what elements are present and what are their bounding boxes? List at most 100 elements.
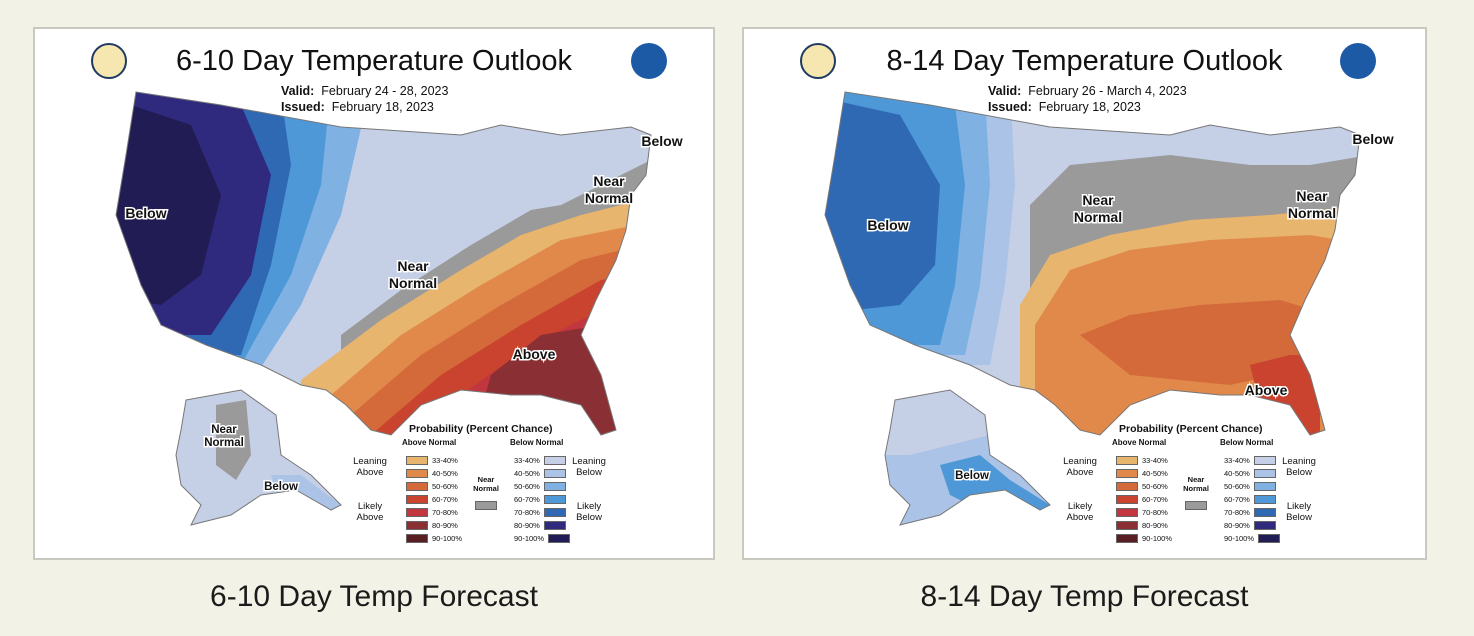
- legend-above-row: 80-90%: [406, 519, 462, 531]
- label-below-ne: Below: [1352, 131, 1393, 147]
- legend-above-range: 33-40%: [432, 455, 458, 465]
- legend-below-swatch: [543, 494, 566, 504]
- noaa-logo-icon: [1340, 43, 1376, 79]
- legend-below-swatch: [1253, 468, 1276, 478]
- label-ak-below: Below: [955, 470, 989, 482]
- alaska-outline: [884, 389, 1051, 526]
- legend-likely-above: Likely Above: [1066, 501, 1094, 523]
- alaska-shading: [885, 390, 1050, 525]
- legend-below-range: 33-40%: [514, 455, 540, 465]
- legend-leaning-above: Leaning Above: [1063, 456, 1097, 478]
- caption-6-10: 6-10 Day Temp Forecast: [210, 580, 538, 613]
- issued-label: Issued:: [988, 100, 1032, 114]
- legend-above-range: 50-60%: [1142, 481, 1168, 491]
- legend-below-swatch: [543, 507, 566, 517]
- legend-above-swatch: [406, 520, 428, 530]
- legend-below-range: 90-100%: [514, 533, 545, 543]
- legend-leaning-below: Leaning Below: [572, 456, 606, 478]
- outlook-panel-6-10: 6-10 Day Temperature Outlook Valid: Febr…: [33, 27, 715, 560]
- probability-legend: Probability (Percent Chance) Above Norma…: [350, 423, 610, 553]
- valid-issued-block: Valid: February 26 - March 4, 2023 Issue…: [988, 83, 1187, 115]
- legend-above-range: 40-50%: [1142, 468, 1168, 478]
- conus-shading: [825, 92, 1360, 435]
- legend-above-range: 40-50%: [432, 468, 458, 478]
- legend-below-row: 70-80%: [1220, 506, 1276, 518]
- probability-legend: Probability (Percent Chance) Above Norma…: [1060, 423, 1320, 553]
- legend-below-row: 90-100%: [510, 532, 571, 544]
- legend-below-row: 60-70%: [1220, 493, 1276, 505]
- legend-below-range: 90-100%: [1224, 533, 1255, 543]
- label-above: Above: [513, 346, 556, 362]
- legend-near-normal: Near Normal: [473, 475, 499, 493]
- legend-above-range: 33-40%: [1142, 455, 1168, 465]
- legend-leaning-above: Leaning Above: [353, 456, 387, 478]
- valid-dates: February 26 - March 4, 2023: [1028, 84, 1187, 98]
- label-near-ne-line2: Normal: [1288, 205, 1336, 221]
- legend-below-range: 60-70%: [1224, 494, 1250, 504]
- map-title: 6-10 Day Temperature Outlook: [175, 45, 572, 77]
- legend-above-swatch: [1116, 520, 1138, 530]
- label-below-ne: Below: [641, 133, 682, 149]
- label-ak-near-line2: Normal: [204, 437, 244, 449]
- legend-below-swatch: [543, 520, 566, 530]
- legend-below-swatch: [1253, 455, 1276, 465]
- legend-below-row: 60-70%: [510, 493, 566, 505]
- legend-above-range: 70-80%: [432, 507, 458, 517]
- legend-above-row: 50-60%: [406, 480, 462, 492]
- legend-above-row: 60-70%: [406, 493, 462, 505]
- label-near-mid-line1: Near: [397, 258, 429, 274]
- legend-near-swatch: [475, 501, 497, 510]
- legend-above-range: 60-70%: [1142, 494, 1168, 504]
- legend-above-swatch: [1116, 533, 1138, 543]
- label-near-ne-line2: Normal: [585, 190, 633, 206]
- legend-below-swatch: [1253, 494, 1276, 504]
- legend-below-range: 33-40%: [1224, 455, 1250, 465]
- legend-below-range: 50-60%: [1224, 481, 1250, 491]
- legend-above-range: 60-70%: [432, 494, 458, 504]
- legend-above-swatch: [406, 507, 428, 517]
- outlook-panel-8-14: 8-14 Day Temperature Outlook Valid: Febr…: [742, 27, 1427, 560]
- legend-below-row: 80-90%: [510, 519, 566, 531]
- us-temperature-map: Below Below Near Normal Near Normal Abov…: [824, 91, 1395, 526]
- legend-above-swatch: [1116, 468, 1138, 478]
- alaska-outline: [175, 389, 342, 526]
- legend-below-range: 40-50%: [1224, 468, 1250, 478]
- legend-below-swatch: [543, 455, 566, 465]
- label-near-mid-line1: Near: [1082, 192, 1114, 208]
- valid-label: Valid:: [281, 84, 315, 98]
- valid-issued-block: Valid: February 24 - 28, 2023 Issued: Fe…: [281, 83, 448, 115]
- legend-below-range: 50-60%: [514, 481, 540, 491]
- caption-8-14: 8-14 Day Temp Forecast: [920, 580, 1249, 613]
- legend-above-range: 80-90%: [1142, 520, 1168, 530]
- legend-below-swatch: [548, 533, 571, 543]
- legend-above-swatch: [406, 494, 428, 504]
- legend-below-swatch: [1253, 520, 1276, 530]
- label-near-ne-line1: Near: [593, 173, 625, 189]
- conus-outline: [824, 91, 1361, 436]
- legend-near-normal: Near Normal: [1183, 475, 1209, 493]
- legend-below-row: 40-50%: [510, 467, 566, 479]
- legend-below-row: 50-60%: [1220, 480, 1276, 492]
- legend-below-row: 50-60%: [510, 480, 566, 492]
- legend-below-swatch: [1258, 533, 1281, 543]
- legend-above-row: 90-100%: [406, 532, 466, 544]
- legend-above-row: 70-80%: [1116, 506, 1172, 518]
- legend-above-row: 40-50%: [406, 467, 462, 479]
- legend-above-row: 33-40%: [1116, 454, 1172, 466]
- legend-above-row: 33-40%: [406, 454, 462, 466]
- legend-below-row: 33-40%: [510, 454, 566, 466]
- legend-likely-above: Likely Above: [356, 501, 384, 523]
- label-below-west: Below: [125, 205, 166, 221]
- legend-above-row: 50-60%: [1116, 480, 1172, 492]
- map-frame: 8-14 Day Temperature Outlook Valid: Febr…: [750, 35, 1419, 552]
- legend-below-range: 60-70%: [514, 494, 540, 504]
- legend-near-swatch: [1185, 501, 1207, 510]
- legend-below-row: 90-100%: [1220, 532, 1281, 544]
- legend-above-row: 70-80%: [406, 506, 462, 518]
- legend-above-row: 60-70%: [1116, 493, 1172, 505]
- commerce-seal-icon: [800, 43, 836, 79]
- map-title: 8-14 Day Temperature Outlook: [886, 45, 1283, 77]
- legend-below-header: Below Normal: [1220, 438, 1274, 447]
- legend-below-range: 70-80%: [1224, 507, 1250, 517]
- legend-above-range: 80-90%: [432, 520, 458, 530]
